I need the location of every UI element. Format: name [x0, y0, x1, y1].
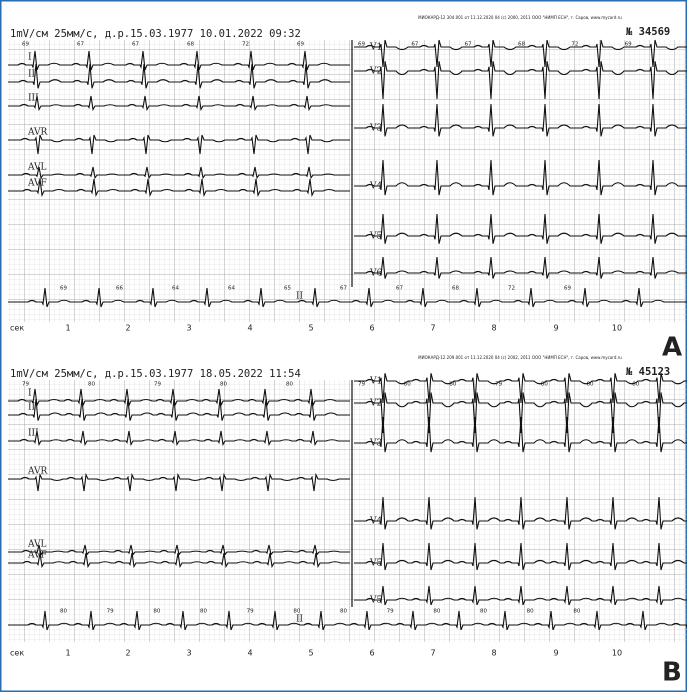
time-tick: 9 — [553, 649, 558, 658]
heart-rate: 80 — [220, 382, 227, 388]
serial-number: № 45123 — [626, 366, 670, 378]
lead-label: II — [296, 615, 304, 625]
heart-rate: 80 — [573, 609, 580, 615]
time-tick: 4 — [247, 324, 252, 333]
lead-label: II — [28, 70, 36, 80]
heart-rate: 79 — [107, 609, 114, 615]
lead-label: II — [28, 403, 36, 413]
lead-label: V5 — [369, 596, 382, 606]
lead-label: AVR — [27, 128, 48, 138]
heart-rate: 64 — [172, 286, 179, 292]
heart-rate: 68 — [452, 286, 459, 292]
heart-rate: 80 — [286, 382, 293, 388]
lead-label: AVR — [27, 467, 48, 477]
heart-rate: 65 — [284, 286, 291, 292]
heart-rate: 80 — [88, 382, 95, 388]
software-note: МИОКАРД-12 304.001 от 11.12.2020 04 (с) … — [418, 15, 622, 20]
heart-rate: 67 — [132, 42, 139, 48]
ecg-figure: МИОКАРД-12 304.001 от 11.12.2020 04 (с) … — [0, 0, 687, 692]
lead-label: III — [28, 94, 39, 104]
time-unit: сек — [10, 649, 24, 658]
heart-rate: 79 — [154, 382, 161, 388]
time-tick: 5 — [308, 649, 313, 658]
lead-label: I — [28, 53, 32, 63]
panel-label: B — [662, 658, 682, 688]
lead-label: V2 — [369, 67, 382, 77]
time-tick: 5 — [308, 324, 313, 333]
lead-label: AVL — [27, 540, 47, 550]
lead-label: II — [296, 292, 304, 302]
heart-rate: 69 — [22, 42, 29, 48]
heart-rate: 79 — [387, 609, 394, 615]
heart-rate: 80 — [433, 609, 440, 615]
lead-label: V4 — [369, 517, 382, 527]
lead-label: V6 — [369, 269, 382, 279]
heart-rate: 64 — [228, 286, 235, 292]
heart-rate: 80 — [480, 609, 487, 615]
time-tick: 7 — [430, 324, 435, 333]
time-tick: 6 — [369, 324, 374, 333]
time-tick: 7 — [430, 649, 435, 658]
time-tick: 9 — [553, 324, 558, 333]
heart-rate: 69 — [60, 286, 67, 292]
time-tick: 3 — [186, 324, 191, 333]
heart-rate: 80 — [293, 609, 300, 615]
lead-label: V3 — [369, 124, 382, 134]
lead-label: V5 — [369, 559, 382, 569]
lead-label: I — [28, 389, 32, 399]
heart-rate: 72 — [508, 286, 515, 292]
heart-rate: 72 — [242, 42, 249, 48]
heart-rate: 80 — [449, 382, 456, 388]
heart-rate: 80 — [153, 609, 160, 615]
lead-label: V2 — [369, 399, 382, 409]
panel-label: A — [662, 333, 682, 363]
heart-rate: 67 — [396, 286, 403, 292]
lead-label: AVF — [27, 179, 47, 189]
time-tick: 10 — [612, 324, 622, 333]
time-tick: 1 — [65, 649, 70, 658]
heart-rate: 79 — [247, 609, 254, 615]
time-tick: 2 — [125, 324, 130, 333]
heart-rate: 79 — [22, 382, 29, 388]
time-tick: 1 — [65, 324, 70, 333]
serial-number: № 34569 — [626, 26, 670, 38]
heart-rate: 80 — [404, 382, 411, 388]
heart-rate: 80 — [527, 609, 534, 615]
time-tick: 2 — [125, 649, 130, 658]
time-tick: 3 — [186, 649, 191, 658]
lead-label: V1 — [369, 377, 382, 387]
heart-rate: 80 — [340, 609, 347, 615]
heart-rate: 66 — [116, 286, 123, 292]
heart-rate: 68 — [187, 42, 194, 48]
time-tick: 8 — [491, 649, 496, 658]
lead-label: V3 — [369, 439, 382, 449]
heart-rate: 80 — [200, 609, 207, 615]
heart-rate: 67 — [340, 286, 347, 292]
lead-label: AVL — [27, 163, 47, 173]
time-unit: сек — [10, 324, 24, 333]
heart-rate: 80 — [60, 609, 67, 615]
heart-rate: 79 — [358, 382, 365, 388]
lead-label: V4 — [369, 182, 382, 192]
time-tick: 8 — [491, 324, 496, 333]
heart-rate: 67 — [77, 42, 84, 48]
lead-label: III — [28, 429, 39, 439]
time-tick: 6 — [369, 649, 374, 658]
heart-rate: 69 — [564, 286, 571, 292]
ecg-header: 1mV/см 25мм/с, д.р.15.03.1977 18.05.2022… — [10, 368, 301, 380]
time-tick: 4 — [247, 649, 252, 658]
ecg-header: 1mV/см 25мм/с, д.р.15.03.1977 10.01.2022… — [10, 28, 301, 40]
lead-label: AVF — [27, 551, 47, 561]
lead-label: V1 — [369, 43, 382, 53]
software-note: МИОКАРД-12 209.001 от 11.12.2020 04 (с) … — [418, 355, 622, 360]
ecg-grid — [8, 380, 687, 642]
lead-label: V5 — [369, 232, 382, 242]
time-tick: 10 — [612, 649, 622, 658]
heart-rate: 69 — [297, 42, 304, 48]
